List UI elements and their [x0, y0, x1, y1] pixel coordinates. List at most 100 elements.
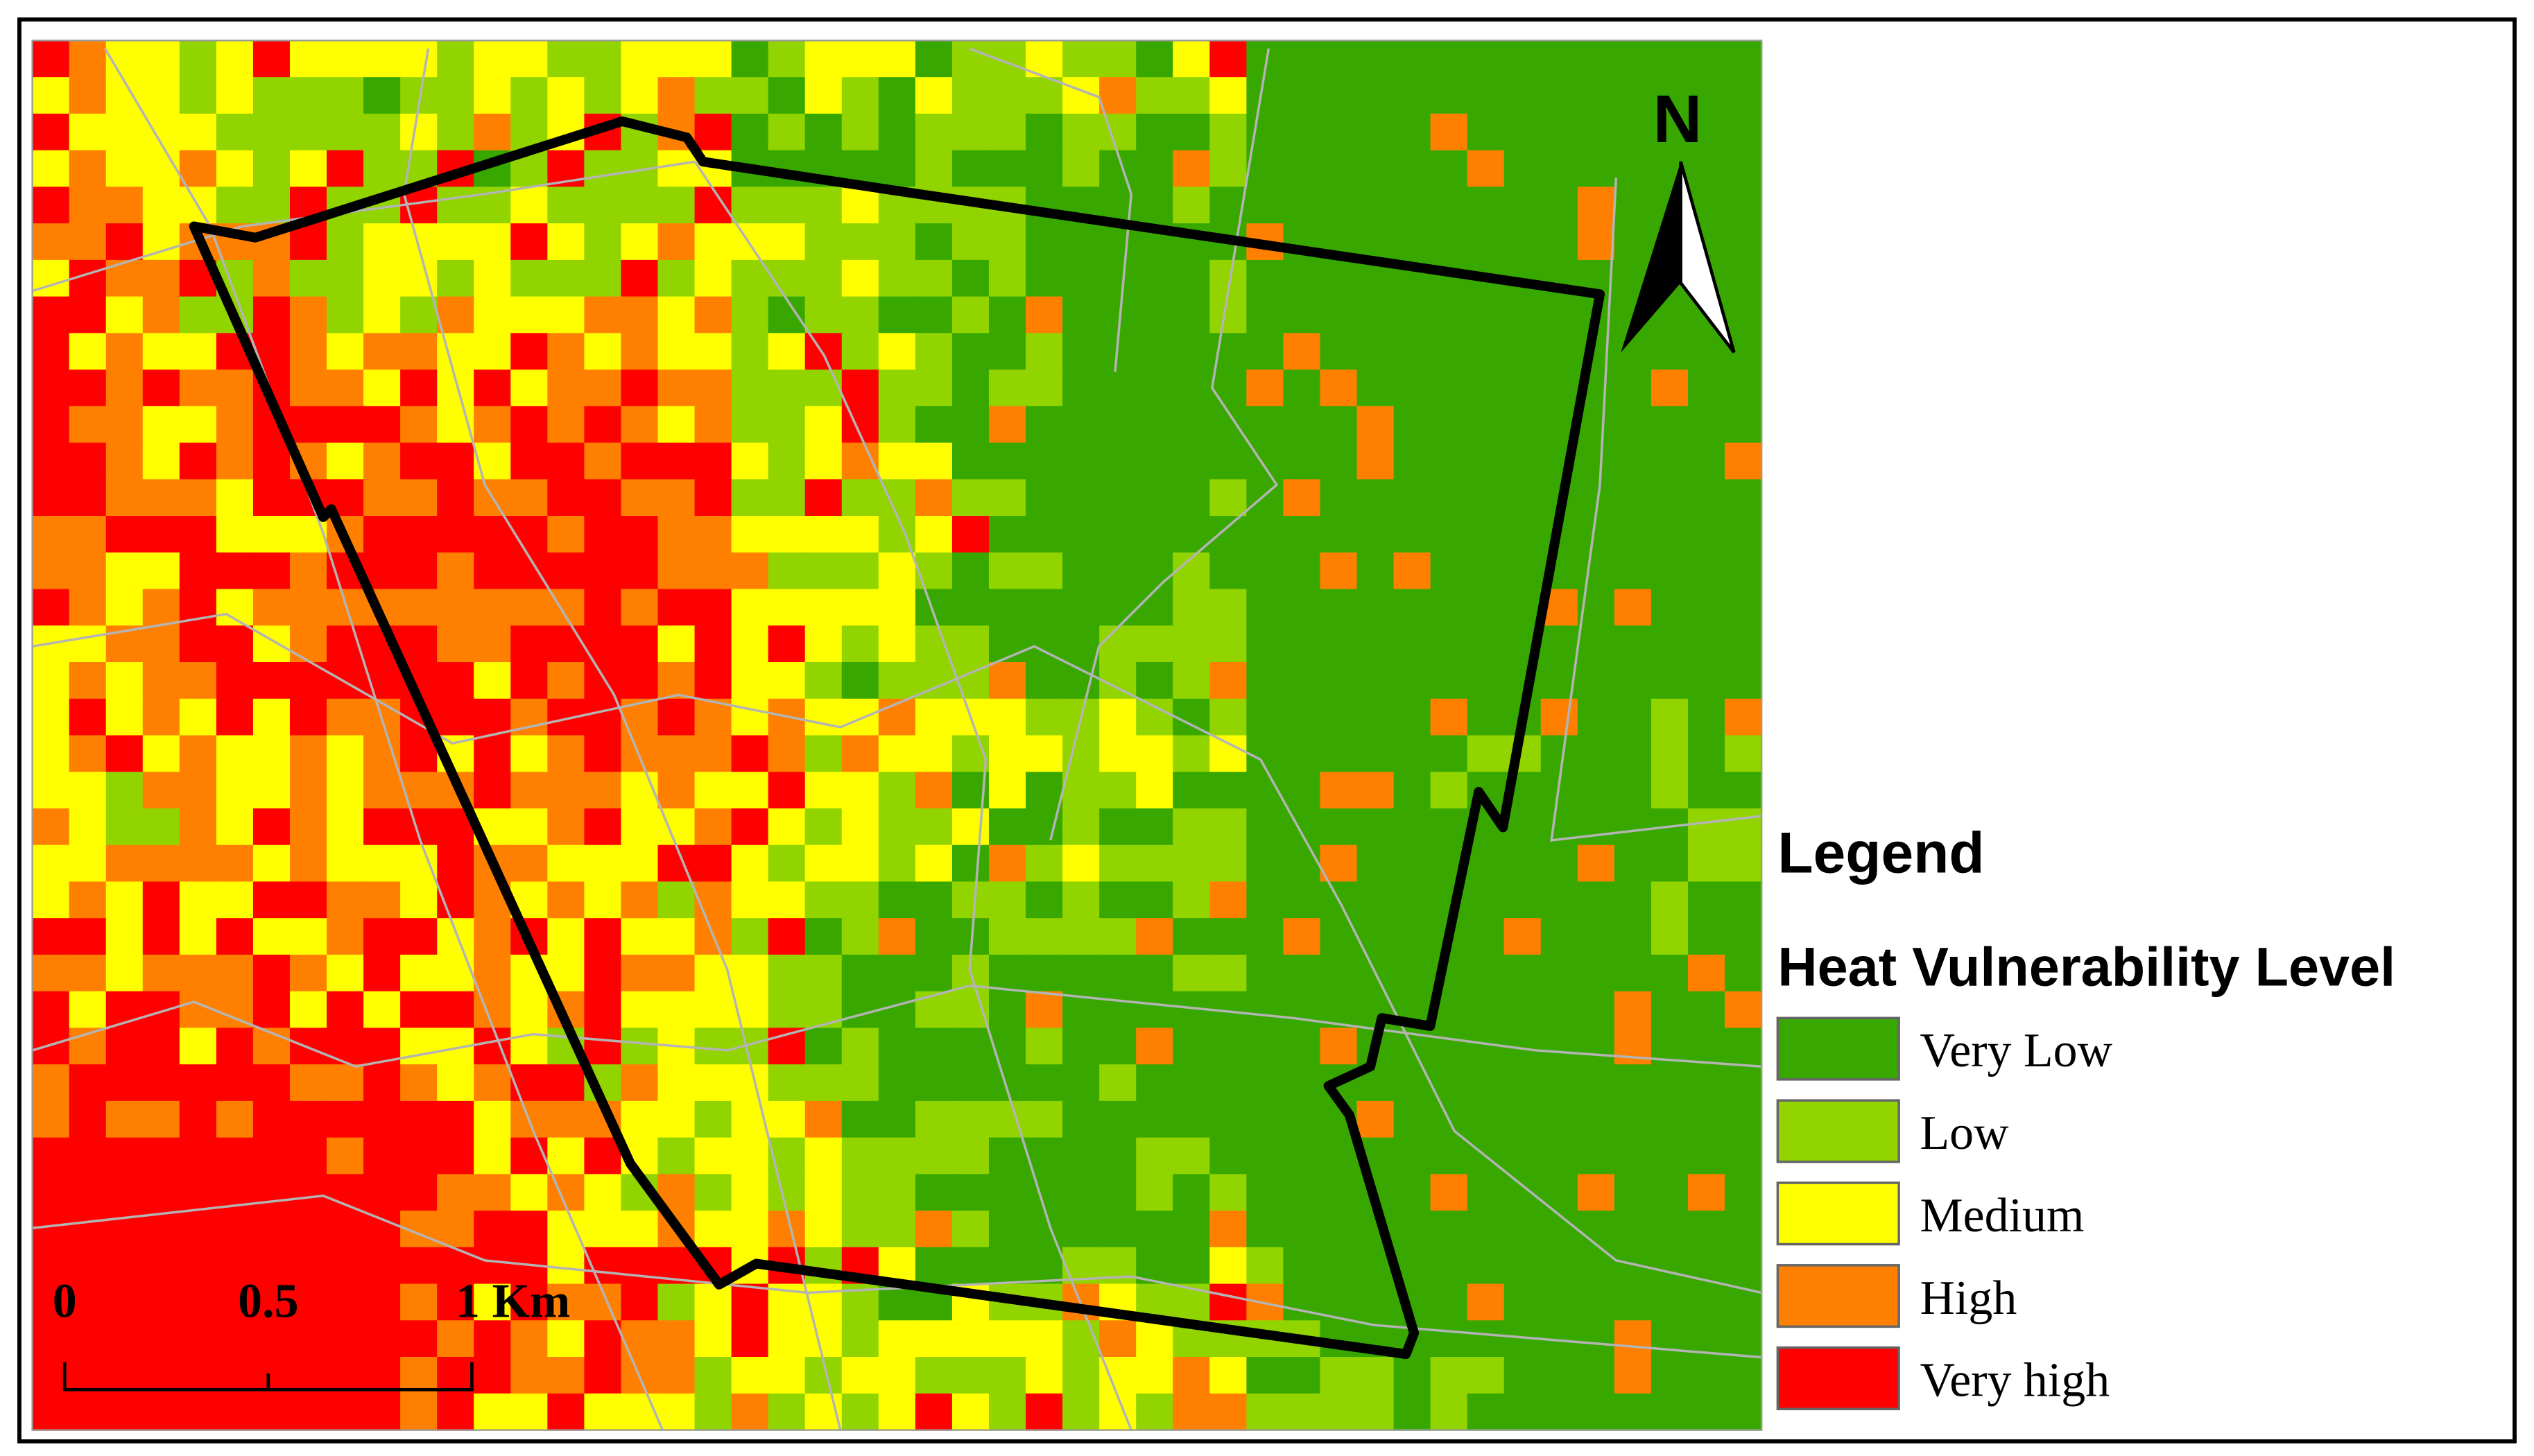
raster-cell: [289, 808, 328, 846]
raster-cell: [1503, 223, 1542, 261]
raster-cell: [804, 1064, 843, 1102]
north-arrow: N: [1621, 80, 1736, 354]
raster-cell: [69, 442, 107, 480]
raster-cell: [1209, 150, 1248, 188]
raster-cell: [1320, 40, 1358, 78]
raster-cell: [1687, 918, 1726, 956]
raster-cell: [878, 772, 917, 810]
raster-cell: [657, 918, 696, 956]
raster-cell: [510, 662, 549, 700]
raster-cell: [1725, 113, 1763, 151]
raster-cell: [1026, 223, 1064, 261]
raster-cell: [1687, 516, 1726, 553]
raster-cell: [584, 40, 622, 78]
raster-cell: [1099, 954, 1137, 992]
raster-cell: [1430, 625, 1468, 664]
raster-cell: [657, 735, 696, 773]
raster-cell: [584, 991, 622, 1029]
raster-cell: [1393, 1174, 1431, 1212]
raster-cell: [915, 918, 954, 956]
raster-cell: [105, 881, 144, 919]
raster-cell: [69, 406, 107, 444]
raster-cell: [768, 442, 806, 480]
raster-cell: [694, 1211, 732, 1249]
raster-cell: [1356, 333, 1395, 371]
raster-cell: [105, 516, 144, 553]
raster-cell: [547, 772, 585, 810]
raster-cell: [694, 1064, 732, 1102]
raster-cell: [1467, 589, 1505, 627]
raster-cell: [621, 808, 659, 846]
raster-cell: [474, 1064, 512, 1102]
raster-cell: [878, 918, 917, 956]
legend-label: Very high: [1920, 1354, 2110, 1407]
raster-cell: [1577, 150, 1616, 188]
raster-cell: [1320, 187, 1358, 225]
raster-cell: [1026, 1247, 1064, 1285]
raster-cell: [768, 1100, 806, 1138]
raster-cell: [400, 1174, 438, 1212]
raster-cell: [878, 442, 917, 480]
raster-cell: [878, 1393, 917, 1431]
raster-cell: [1246, 589, 1284, 627]
raster-cell: [179, 1247, 218, 1285]
raster-cell: [1173, 1064, 1211, 1102]
raster-cell: [327, 1247, 365, 1285]
raster-cell: [1283, 662, 1321, 700]
raster-cell: [1687, 150, 1726, 188]
raster-cell: [621, 479, 659, 517]
raster-cell: [1356, 698, 1395, 736]
raster-cell: [1467, 516, 1505, 553]
raster-cell: [142, 735, 180, 773]
raster-cell: [510, 1028, 549, 1066]
raster-cell: [105, 698, 144, 736]
raster-cell: [951, 40, 990, 78]
raster-cell: [657, 259, 696, 297]
raster-cell: [69, 1174, 107, 1212]
raster-cell: [1687, 1137, 1726, 1175]
raster-cell: [474, 77, 512, 115]
raster-cell: [621, 1393, 659, 1431]
raster-cell: [1467, 662, 1505, 700]
raster-cell: [105, 552, 144, 590]
raster-cell: [1725, 1028, 1763, 1066]
raster-cell: [1540, 223, 1578, 261]
raster-cell: [1393, 1393, 1431, 1431]
raster-cell: [474, 1137, 512, 1175]
raster-cell: [657, 698, 696, 736]
raster-cell: [69, 698, 107, 736]
raster-cell: [1099, 552, 1137, 590]
raster-cell: [437, 442, 475, 480]
raster-cell: [1026, 77, 1064, 115]
raster-cell: [510, 442, 549, 480]
raster-cell: [1687, 1174, 1726, 1212]
raster-cell: [1283, 918, 1321, 956]
raster-cell: [32, 1211, 70, 1249]
raster-cell: [1687, 1393, 1726, 1431]
raster-cell: [1650, 442, 1689, 480]
raster-cell: [878, 954, 917, 992]
raster-cell: [768, 296, 806, 334]
raster-cell: [327, 698, 365, 736]
raster-cell: [621, 296, 659, 334]
raster-cell: [1687, 735, 1726, 773]
raster-cell: [1136, 662, 1174, 700]
raster-cell: [1026, 296, 1064, 334]
raster-cell: [1136, 808, 1174, 846]
raster-cell: [1026, 552, 1064, 590]
raster-cell: [510, 479, 549, 517]
raster-cell: [1503, 1283, 1542, 1321]
raster-cell: [621, 625, 659, 664]
raster-cell: [1283, 1174, 1321, 1212]
raster-cell: [510, 259, 549, 297]
raster-cell: [1026, 844, 1064, 883]
raster-cell: [547, 77, 585, 115]
raster-cell: [105, 808, 144, 846]
raster-cell: [474, 40, 512, 78]
raster-cell: [841, 735, 879, 773]
raster-cell: [1393, 150, 1431, 188]
raster-cell: [327, 1137, 365, 1175]
raster-cell: [1062, 406, 1101, 444]
raster-cell: [1540, 625, 1578, 664]
raster-cell: [621, 406, 659, 444]
